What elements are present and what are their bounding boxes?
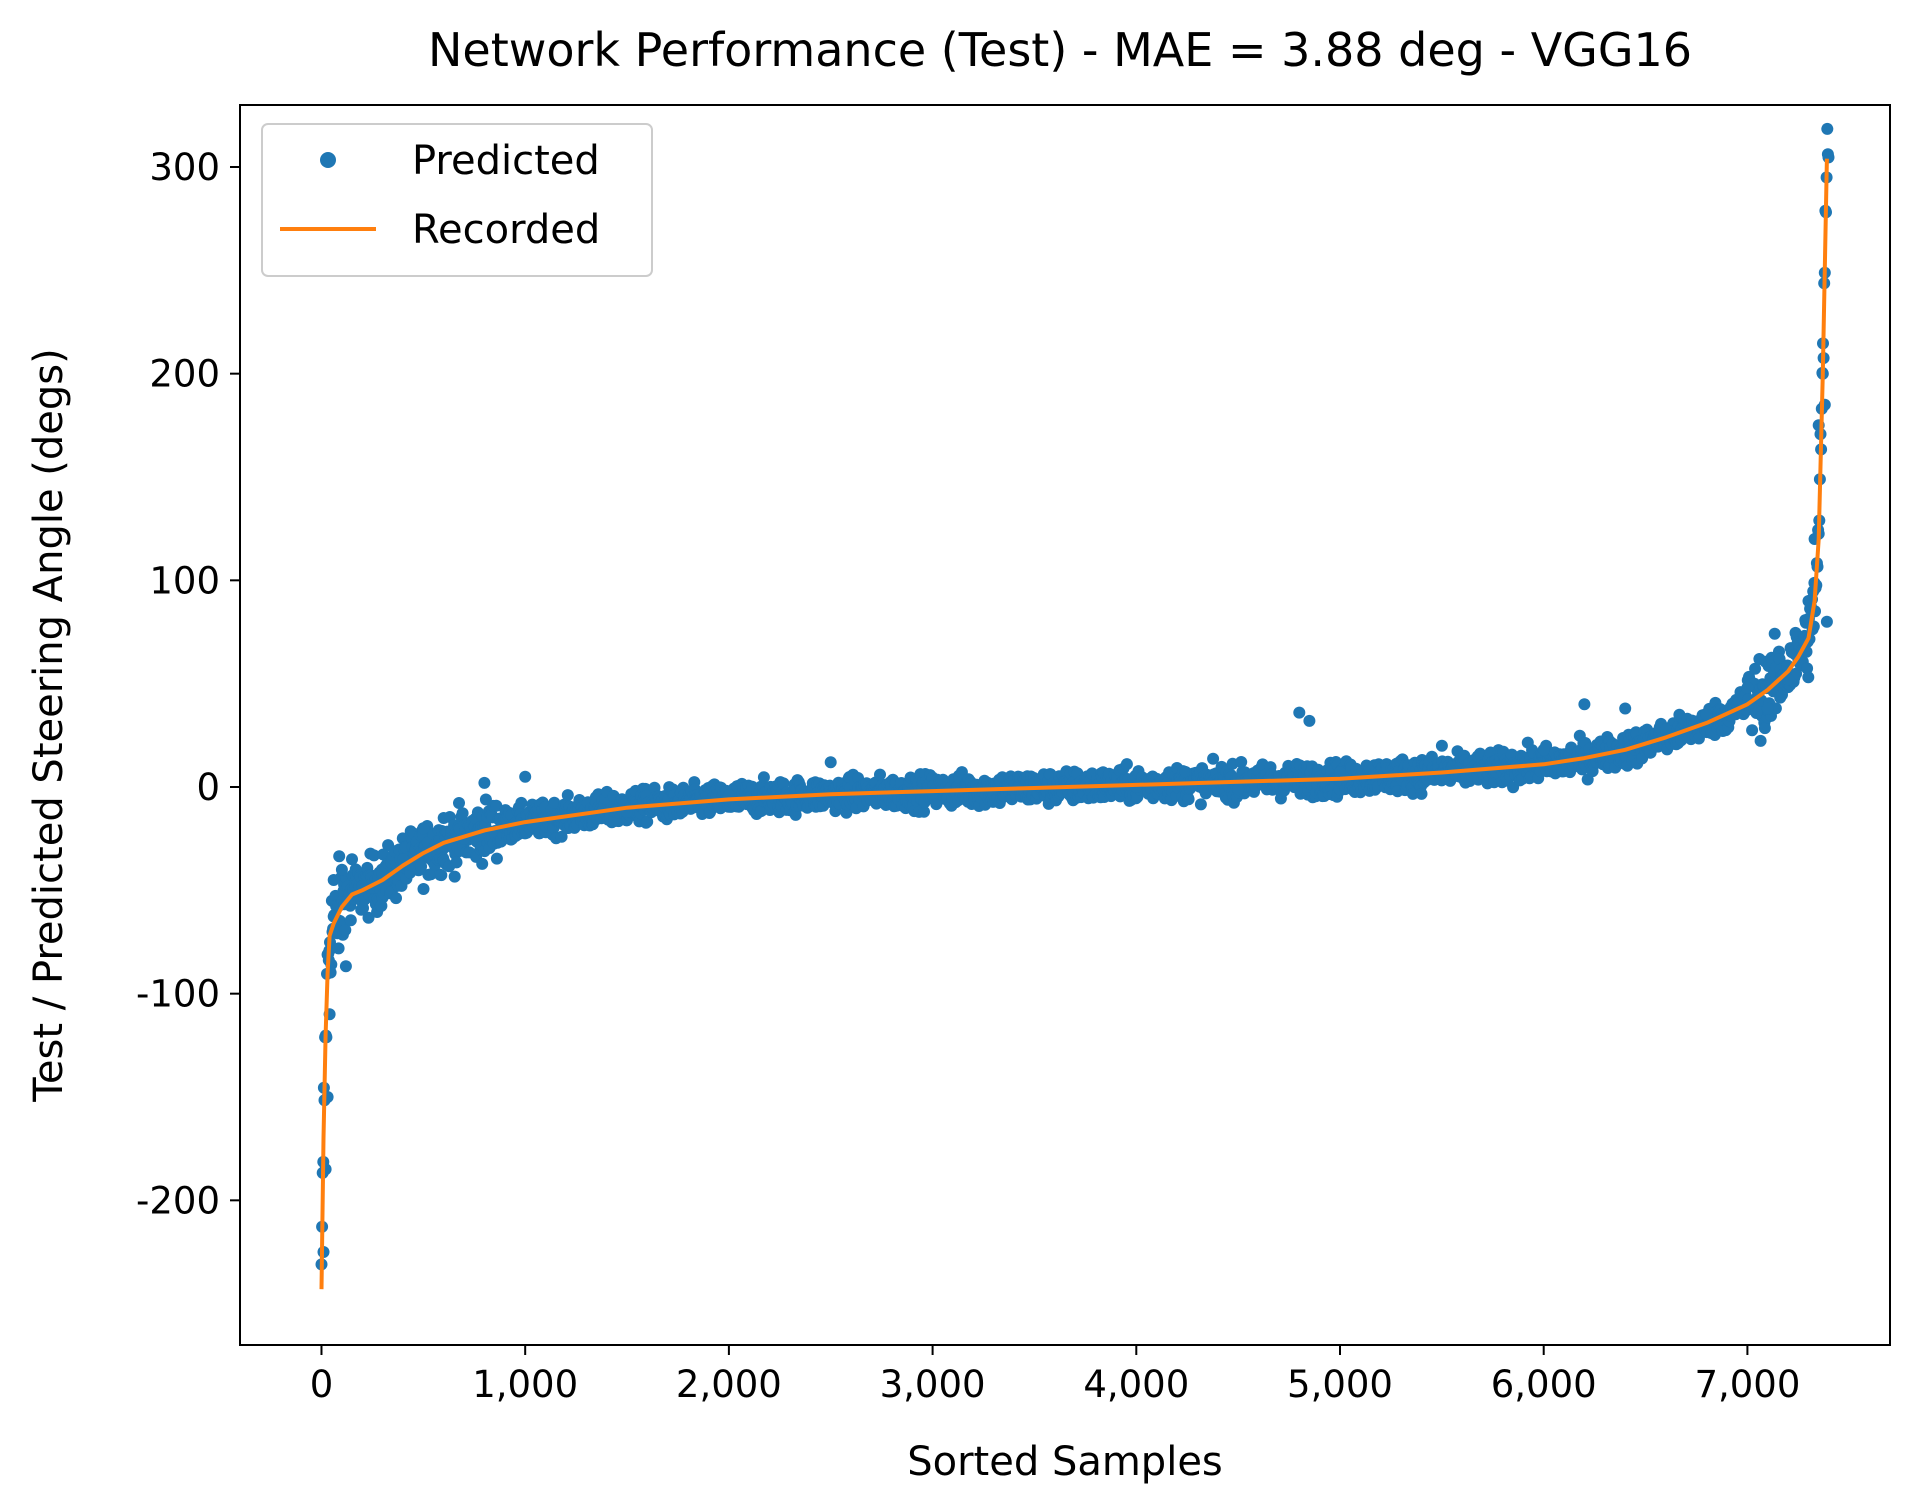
predicted-point [390, 892, 402, 905]
predicted-point [1406, 787, 1419, 800]
predicted-point [789, 808, 802, 821]
predicted-point [490, 852, 503, 865]
x-tick-label: 6,000 [1491, 1363, 1597, 1406]
predicted-point [1692, 732, 1705, 745]
x-tick-label: 2,000 [676, 1363, 782, 1406]
predicted-point [1802, 671, 1815, 684]
predicted-point [415, 860, 428, 873]
predicted-point [1802, 595, 1815, 607]
x-tick-label: 4,000 [1083, 1363, 1189, 1406]
predicted-point [548, 796, 561, 809]
predicted-point [1700, 708, 1713, 721]
predicted-point [368, 849, 380, 862]
predicted-point [1293, 706, 1306, 719]
predicted-point [1578, 698, 1591, 711]
predicted-point [641, 815, 654, 828]
legend-recorded-label: Recorded [412, 207, 600, 253]
predicted-point [1758, 722, 1771, 735]
predicted-point [332, 942, 345, 955]
predicted-point [327, 874, 340, 886]
predicted-point [1768, 627, 1781, 640]
predicted-point [1741, 681, 1754, 694]
predicted-point [435, 869, 448, 882]
predicted-point [478, 776, 491, 789]
predicted-point [1303, 714, 1316, 727]
predicted-point [840, 806, 853, 819]
predicted-point [344, 914, 357, 927]
predicted-point [1619, 702, 1632, 715]
predicted-point [1207, 752, 1220, 765]
predicted-point [1761, 702, 1774, 715]
predicted-point [1120, 758, 1133, 771]
predicted-point [1028, 776, 1041, 789]
predicted-point [519, 770, 532, 783]
predicted-point [453, 797, 465, 809]
y-axis-label: Test / Predicted Steering Angle (degs) [26, 348, 72, 1102]
y-tick-label: -100 [136, 973, 220, 1016]
predicted-point [333, 850, 346, 863]
predicted-point [450, 856, 463, 869]
predicted-point [1235, 756, 1248, 768]
x-axis-label: Sorted Samples [907, 1439, 1223, 1485]
predicted-point [448, 870, 461, 883]
predicted-point [1820, 615, 1833, 628]
predicted-point [874, 768, 886, 781]
y-tick-label: 300 [149, 146, 220, 189]
predicted-point [424, 868, 437, 881]
predicted-point [1334, 766, 1346, 779]
predicted-point [555, 830, 568, 843]
predicted-point [1415, 787, 1428, 800]
x-axis-ticks: 0 1,000 2,000 3,000 4,000 5,000 6,000 7,000 [310, 1345, 1800, 1406]
predicted-point [346, 853, 358, 866]
predicted-point [490, 799, 503, 812]
predicted-point [1182, 793, 1195, 806]
predicted-point [1746, 724, 1759, 737]
legend-predicted-marker [320, 152, 336, 168]
predicted-point [417, 883, 430, 895]
predicted-point [757, 771, 770, 784]
predicted-point [1537, 743, 1550, 756]
predicted-point [918, 805, 930, 818]
predicted-point [339, 960, 352, 973]
y-tick-label: 0 [196, 766, 220, 809]
predicted-point [561, 789, 574, 802]
plot-frame [239, 104, 1891, 1346]
predicted-point [515, 796, 528, 809]
x-tick-label: 5,000 [1287, 1363, 1393, 1406]
y-tick-label: 200 [149, 353, 220, 396]
legend-box [261, 123, 653, 277]
predicted-point [335, 863, 348, 876]
predicted-point [824, 756, 837, 769]
predicted-point [339, 924, 352, 936]
legend-predicted-label: Predicted [412, 138, 600, 184]
x-tick-label: 1,000 [472, 1363, 578, 1406]
x-tick-label: 7,000 [1694, 1363, 1800, 1406]
predicted-point [1659, 723, 1672, 736]
predicted-point [1749, 662, 1762, 675]
predicted-point [437, 812, 450, 824]
recorded-line-layer [319, 158, 1829, 1290]
x-tick-label: 3,000 [880, 1363, 986, 1406]
predicted-point [377, 848, 390, 861]
legend: Predicted Recorded [261, 123, 653, 277]
predicted-point [1232, 783, 1245, 796]
predicted-point [1194, 798, 1207, 811]
y-tick-label: 100 [149, 559, 220, 602]
x-tick-label: 0 [310, 1363, 334, 1406]
predicted-point [1801, 662, 1814, 675]
predicted-point [1773, 653, 1786, 665]
plot-area [240, 105, 1890, 1345]
y-tick-label: -200 [136, 1179, 220, 1222]
predicted-point [1754, 734, 1767, 747]
predicted-point [456, 807, 469, 820]
recorded-line [319, 158, 1829, 1290]
predicted-point [1821, 122, 1834, 135]
predicted-point [1435, 739, 1448, 752]
predicted-point [476, 857, 489, 870]
predicted-point [362, 911, 375, 924]
y-axis-ticks: -200 -100 0 100 200 300 [136, 146, 240, 1222]
predicted-point [417, 822, 430, 835]
chart-title: Network Performance (Test) - MAE = 3.88 … [428, 23, 1692, 77]
